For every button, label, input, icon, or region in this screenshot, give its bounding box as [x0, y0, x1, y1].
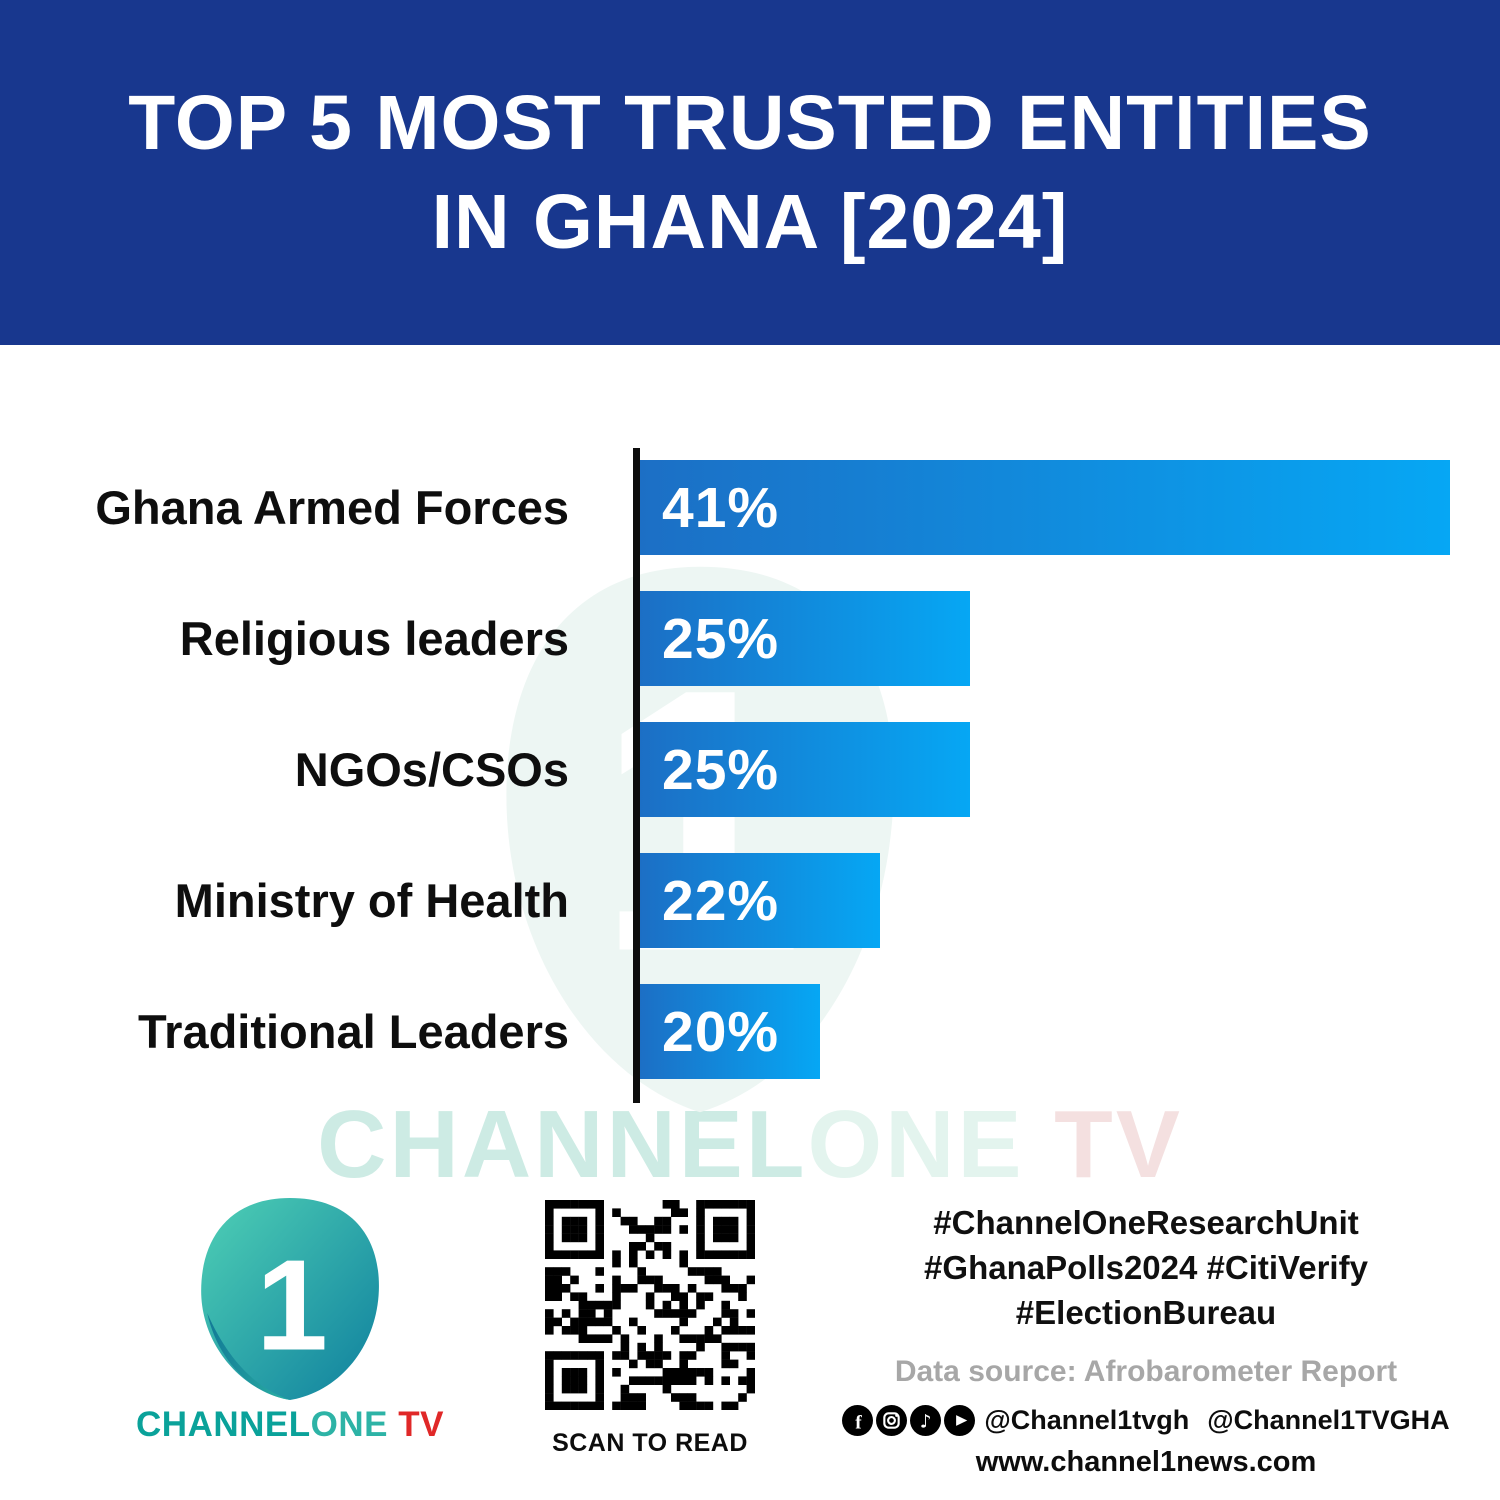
channel-one-watermark: CHANNELONE TV — [0, 1090, 1500, 1200]
social-icon-group: f ♪ — [842, 1405, 976, 1436]
header-banner: TOP 5 MOST TRUSTED ENTITIES IN GHANA [20… — [0, 0, 1500, 345]
data-source: Data source: Afrobarometer Report — [894, 1355, 1398, 1388]
tiktok-icon: ♪ — [910, 1405, 942, 1436]
footer-info-block: #ChannelOneResearchUnit #GhanaPolls2024 #… — [842, 1200, 1450, 1479]
channel-one-logo-block: 1 CHANNELONE TV — [128, 1192, 452, 1445]
qr-block: SCAN TO READ — [540, 1200, 760, 1458]
watermark-channel: CHANNEL — [317, 1091, 808, 1198]
chart-row: Traditional Leaders 20% — [0, 984, 1500, 1079]
svg-text:f: f — [856, 1412, 863, 1433]
hashtag-line: #ChannelOneResearchUnit — [933, 1204, 1359, 1241]
bar-2: 25% — [640, 722, 970, 817]
channel-one-wordmark: CHANNELONE TV — [128, 1405, 452, 1445]
value-label: 25% — [662, 606, 780, 671]
bar-3: 22% — [640, 853, 880, 948]
website-url: www.channel1news.com — [975, 1446, 1317, 1478]
qr-caption: SCAN TO READ — [552, 1429, 748, 1457]
wordmark-channel: CHANNEL — [136, 1405, 311, 1444]
bar-chart: Ghana Armed Forces 41% Religious leaders 25… — [0, 460, 1500, 1079]
social-handle-primary: @Channel1tvgh — [984, 1405, 1190, 1435]
chart-row: NGOs/CSOs 25% — [0, 722, 1500, 817]
title-line-2: IN GHANA [2024] — [431, 178, 1069, 265]
category-label: Ghana Armed Forces — [95, 481, 569, 534]
value-label: 41% — [662, 475, 780, 540]
category-label: Traditional Leaders — [138, 1005, 569, 1058]
value-label: 25% — [662, 737, 780, 802]
instagram-icon — [876, 1405, 908, 1436]
channel-one-logo-icon: 1 — [201, 1198, 379, 1400]
hashtag-line: #GhanaPolls2024 #CitiVerify — [924, 1249, 1368, 1286]
chart-axis-line — [633, 448, 640, 1103]
category-label: Religious leaders — [179, 612, 569, 665]
youtube-icon — [944, 1405, 976, 1436]
value-label: 22% — [662, 868, 780, 933]
svg-text:♪: ♪ — [920, 1411, 932, 1432]
watermark-one: ONE — [807, 1091, 1025, 1198]
category-label: Ministry of Health — [174, 874, 569, 927]
chart-row: Religious leaders 25% — [0, 591, 1500, 686]
facebook-icon: f — [842, 1405, 874, 1436]
social-row: f ♪ @Channel1tvgh @Channel1TVGHA — [842, 1405, 1450, 1436]
watermark-tv: TV — [1024, 1091, 1183, 1198]
hashtags: #ChannelOneResearchUnit #GhanaPolls2024 #… — [850, 1200, 1442, 1335]
title-line-1: TOP 5 MOST TRUSTED ENTITIES — [128, 79, 1372, 166]
bar-1: 25% — [640, 591, 970, 686]
wordmark-tv: TV — [388, 1405, 444, 1444]
chart-row: Ghana Armed Forces 41% — [0, 460, 1500, 555]
page-title: TOP 5 MOST TRUSTED ENTITIES IN GHANA [20… — [128, 74, 1371, 271]
chart-row: Ministry of Health 22% — [0, 853, 1500, 948]
bar-0: 41% — [640, 460, 1450, 555]
svg-text:1: 1 — [256, 1233, 328, 1377]
qr-code — [545, 1200, 756, 1411]
hashtag-line: #ElectionBureau — [1015, 1294, 1277, 1331]
social-handle-x: @Channel1TVGHA — [1207, 1405, 1450, 1435]
bar-4: 20% — [640, 984, 820, 1079]
shield-watermark-icon: 1 — [506, 566, 894, 1113]
category-label: NGOs/CSOs — [294, 743, 569, 796]
value-label: 20% — [662, 999, 780, 1064]
wordmark-one: ONE — [310, 1405, 388, 1444]
